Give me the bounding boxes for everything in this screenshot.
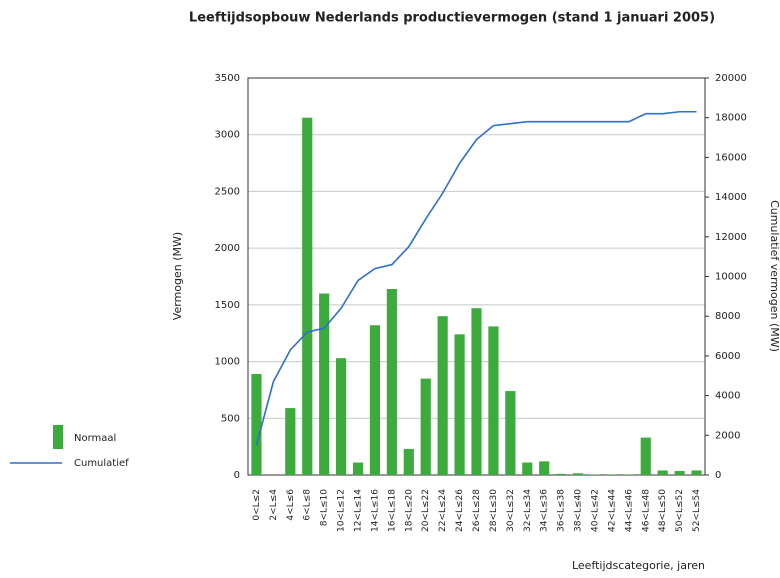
- legend-label: Cumulatief: [74, 458, 129, 469]
- y2-tick-label: 16000: [715, 152, 747, 163]
- y2-tick-label: 2000: [715, 430, 740, 441]
- bar: [336, 358, 347, 475]
- x-tick-label: 18<L≤20: [404, 489, 414, 532]
- bar: [285, 408, 296, 475]
- x-axis-label: Leeftijdscategorie, jaren: [572, 559, 705, 572]
- chart-title: Leeftijdsopbouw Nederlands productieverm…: [189, 11, 715, 26]
- x-tick-label: 8<L≤10: [320, 489, 330, 527]
- y2-tick-label: 8000: [715, 311, 740, 322]
- bar: [319, 293, 330, 475]
- x-tick-label: 22<L≤24: [438, 489, 448, 532]
- bar: [657, 470, 668, 475]
- x-tick-label: 42<L≤44: [607, 489, 617, 532]
- bar: [302, 117, 313, 475]
- x-tick-label: 38<L≤40: [574, 489, 584, 532]
- y2-tick-label: 0: [715, 470, 721, 481]
- y-tick-label: 2500: [215, 186, 240, 197]
- bar: [556, 473, 567, 475]
- y2-axis-label: Cumulatief vermogen (MW): [768, 200, 780, 352]
- y2-tick-label: 6000: [715, 351, 740, 362]
- x-tick-label: 48<L≤50: [658, 489, 668, 532]
- y2-tick-label: 20000: [715, 73, 747, 84]
- x-tick-label: 4<L≤6: [286, 489, 296, 521]
- y2-tick-label: 12000: [715, 232, 747, 243]
- y-tick-label: 3000: [215, 130, 240, 141]
- x-tick-label: 32<L≤34: [523, 489, 533, 532]
- y2-tick-label: 18000: [715, 113, 747, 124]
- bar: [251, 374, 262, 475]
- bar: [420, 378, 431, 475]
- bar: [640, 437, 651, 475]
- bar: [403, 448, 414, 475]
- y-tick-label: 1500: [215, 300, 240, 311]
- y-tick-label: 500: [221, 413, 240, 424]
- x-tick-label: 44<L≤46: [624, 489, 634, 532]
- x-tick-label: 36<L≤38: [557, 489, 567, 532]
- bar: [623, 474, 634, 475]
- bar: [691, 470, 702, 475]
- bar: [572, 473, 584, 475]
- x-tick-label: 14<L≤16: [370, 489, 380, 532]
- y2-tick-label: 14000: [715, 192, 747, 203]
- bar: [352, 462, 364, 475]
- legend-label: Normaal: [74, 433, 116, 444]
- x-tick-label: 52<L≤54: [692, 489, 702, 532]
- y-axis-label: Vermogen (MW): [171, 232, 184, 320]
- bar: [522, 462, 533, 475]
- x-tick-label: 34<L≤36: [540, 489, 550, 532]
- bar: [488, 326, 499, 475]
- bar: [471, 308, 482, 475]
- y2-tick-label: 4000: [715, 391, 740, 402]
- x-tick-label: 6<L≤8: [303, 489, 313, 521]
- line: [255, 110, 697, 446]
- x-tick-label: 16<L≤18: [387, 489, 397, 532]
- x-tick-label: 40<L≤42: [590, 489, 600, 532]
- y2-tick-label: 10000: [715, 272, 747, 283]
- x-tick-label: 24<L≤26: [455, 489, 465, 532]
- y-tick-label: 3500: [215, 73, 240, 84]
- x-tick-label: 30<L≤32: [506, 489, 516, 532]
- bar: [606, 474, 617, 475]
- y-tick-label: 1000: [215, 357, 240, 368]
- x-tick-label: 50<L≤52: [675, 489, 685, 532]
- bar: [539, 461, 550, 475]
- x-tick-label: 20<L≤22: [421, 489, 431, 532]
- bar: [437, 316, 448, 475]
- x-tick-label: 2<L≤4: [269, 489, 279, 521]
- x-tick-label: 10<L≤12: [337, 489, 347, 532]
- bar: [505, 391, 516, 475]
- y-tick-label: 2000: [215, 243, 240, 254]
- legend-swatch: [53, 425, 63, 449]
- bar: [369, 325, 381, 475]
- y-tick-label: 0: [234, 470, 240, 481]
- bar: [386, 288, 397, 475]
- x-tick-label: 12<L≤14: [354, 489, 364, 532]
- x-tick-label: 0<L≤2: [252, 489, 262, 521]
- bar: [674, 471, 685, 475]
- x-tick-label: 46<L≤48: [641, 489, 651, 532]
- bar: [454, 334, 465, 475]
- x-tick-label: 26<L≤28: [472, 489, 482, 532]
- bar: [589, 474, 601, 475]
- x-tick-label: 28<L≤30: [489, 489, 499, 532]
